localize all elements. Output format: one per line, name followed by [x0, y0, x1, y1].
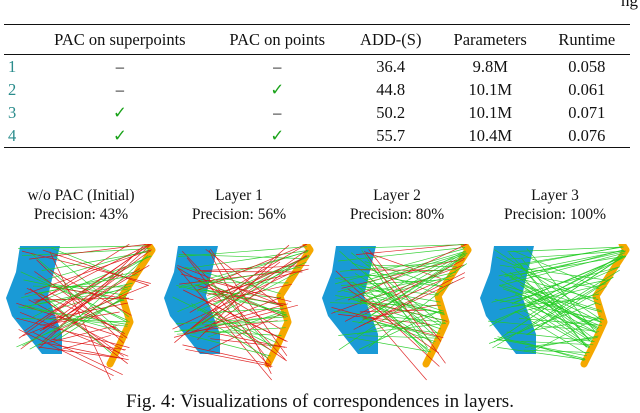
- wrong-correspondence-line: [186, 349, 273, 366]
- cut-off-previous-caption: ng: [0, 0, 640, 11]
- cell-points: –: [210, 55, 345, 79]
- table-row: 1 – – 36.4 9.8M 0.058: [4, 55, 630, 79]
- cell-params: 10.1M: [437, 78, 544, 101]
- wrong-correspondence-line: [19, 329, 114, 375]
- cell-runtime: 0.071: [544, 101, 630, 124]
- ablation-table: PAC on superpoints PAC on points ADD-(S)…: [4, 24, 630, 148]
- cell-superpoints: ✓: [30, 124, 210, 148]
- cell-params: 9.8M: [437, 55, 544, 79]
- cell-superpoints: –: [30, 78, 210, 101]
- cell-add-s: 44.8: [345, 78, 437, 101]
- panel-precision: Precision: 100%: [476, 205, 634, 224]
- panel-precision: Precision: 80%: [318, 205, 476, 224]
- table-row: 3 ✓ – 50.2 10.1M 0.071: [4, 101, 630, 124]
- panel-label: Layer 1: [160, 186, 318, 205]
- correct-correspondence-line: [498, 337, 585, 359]
- header-parameters: Parameters: [437, 25, 544, 55]
- correct-correspondence-line: [360, 245, 464, 248]
- correspondence-image-layer-3: [476, 244, 634, 382]
- wrong-correspondence-line: [51, 339, 126, 350]
- table-header-row: PAC on superpoints PAC on points ADD-(S)…: [4, 25, 630, 55]
- panel-initial: w/o PAC (Initial) Precision: 43%: [2, 186, 160, 382]
- cell-runtime: 0.058: [544, 55, 630, 79]
- correspondence-image-layer-2: [318, 244, 476, 382]
- panel-title: Layer 2 Precision: 80%: [318, 186, 476, 224]
- header-add-s: ADD-(S): [345, 25, 437, 55]
- header-runtime: Runtime: [544, 25, 630, 55]
- cell-points: –: [210, 101, 345, 124]
- panel-title: Layer 1 Precision: 56%: [160, 186, 318, 224]
- table-row: 2 – ✓ 44.8 10.1M 0.061: [4, 78, 630, 101]
- wrong-correspondence-line: [183, 345, 271, 365]
- correspondence-image-initial: [2, 244, 160, 382]
- cell-superpoints: –: [30, 55, 210, 79]
- correspondence-image-layer-1: [160, 244, 318, 382]
- row-index: 1: [4, 55, 30, 79]
- panel-precision: Precision: 56%: [160, 205, 318, 224]
- panel-layer-3: Layer 3 Precision: 100%: [476, 186, 634, 382]
- panel-label: Layer 3: [476, 186, 634, 205]
- panel-label: w/o PAC (Initial): [2, 186, 160, 205]
- row-index: 4: [4, 124, 30, 148]
- cell-points: ✓: [210, 124, 345, 148]
- correspondence-visualizations: w/o PAC (Initial) Precision: 43% Layer 1…: [0, 186, 640, 382]
- cell-add-s: 36.4: [345, 55, 437, 79]
- cell-runtime: 0.061: [544, 78, 630, 101]
- table-row: 4 ✓ ✓ 55.7 10.4M 0.076: [4, 124, 630, 148]
- panel-title: w/o PAC (Initial) Precision: 43%: [2, 186, 160, 224]
- row-index: 3: [4, 101, 30, 124]
- row-index: 2: [4, 78, 30, 101]
- panel-title: Layer 3 Precision: 100%: [476, 186, 634, 224]
- header-pac-points: PAC on points: [210, 25, 345, 55]
- cell-runtime: 0.076: [544, 124, 630, 148]
- panel-precision: Precision: 43%: [2, 205, 160, 224]
- cell-add-s: 50.2: [345, 101, 437, 124]
- cell-points: ✓: [210, 78, 345, 101]
- wrong-correspondence-line: [201, 272, 302, 273]
- cell-params: 10.1M: [437, 101, 544, 124]
- header-index: [4, 25, 30, 55]
- cell-superpoints: ✓: [30, 101, 210, 124]
- correct-correspondence-line: [56, 255, 148, 337]
- panel-label: Layer 2: [318, 186, 476, 205]
- cell-add-s: 55.7: [345, 124, 437, 148]
- panel-layer-1: Layer 1 Precision: 56%: [160, 186, 318, 382]
- header-pac-superpoints: PAC on superpoints: [30, 25, 210, 55]
- correct-correspondence-line: [524, 257, 626, 307]
- panel-layer-2: Layer 2 Precision: 80%: [318, 186, 476, 382]
- cell-params: 10.4M: [437, 124, 544, 148]
- correct-correspondence-line: [497, 347, 585, 359]
